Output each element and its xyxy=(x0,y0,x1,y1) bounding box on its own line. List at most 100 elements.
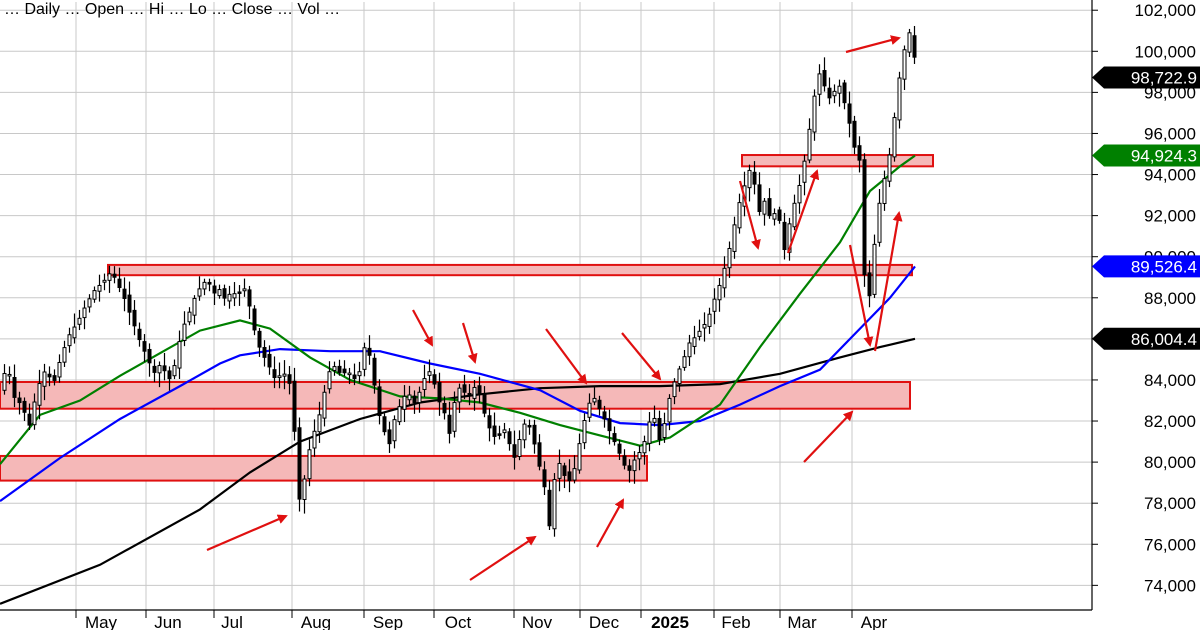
candle-body xyxy=(77,317,82,325)
candle-body xyxy=(467,392,472,397)
candle-body xyxy=(152,365,157,373)
candle-body xyxy=(877,202,882,243)
candle-body xyxy=(837,85,842,94)
candle-body xyxy=(67,334,72,347)
y-tick-label: 78,000 xyxy=(1144,494,1196,513)
candle-body xyxy=(852,120,857,148)
candle-body xyxy=(297,427,302,500)
price-tag-label: 98,722.9 xyxy=(1131,69,1197,88)
candle-body xyxy=(607,418,612,432)
candle-body xyxy=(617,443,622,454)
candle-body xyxy=(237,291,242,294)
candle-body xyxy=(642,441,647,454)
candle-body xyxy=(492,425,497,437)
candle-body xyxy=(132,309,137,327)
y-tick-label: 96,000 xyxy=(1144,124,1196,143)
candle-body xyxy=(292,380,297,432)
candle-body xyxy=(547,489,552,527)
price-tag: 89,526.4 xyxy=(1092,255,1200,278)
candle-body xyxy=(577,443,582,471)
ma-line xyxy=(0,337,916,605)
price-tag: 98,722.9 xyxy=(1092,66,1200,89)
x-month-label: Jun xyxy=(154,613,181,630)
y-tick-label: 74,000 xyxy=(1144,576,1196,595)
candle-body xyxy=(252,308,257,331)
candle-body xyxy=(602,411,607,420)
candle-body xyxy=(712,298,717,312)
annotation-arrow xyxy=(845,35,901,54)
candle-body xyxy=(362,347,367,370)
candle-body xyxy=(727,247,732,269)
candle-body xyxy=(557,462,562,479)
x-month-label: Aug xyxy=(301,613,331,630)
candle-body xyxy=(317,414,322,433)
annotation-arrow xyxy=(803,410,854,463)
y-tick-label: 102,000 xyxy=(1135,1,1196,20)
price-zone xyxy=(107,263,913,277)
candle-body xyxy=(127,294,132,313)
candle-body xyxy=(482,393,487,414)
candle-body xyxy=(242,288,247,292)
candle-body xyxy=(542,469,547,488)
candle-body xyxy=(697,330,702,337)
candle-body xyxy=(447,414,452,434)
candle-body xyxy=(2,373,7,391)
price-tag: 86,004.4 xyxy=(1092,327,1200,350)
candle-body xyxy=(757,184,762,213)
candle-body xyxy=(62,347,67,363)
candle-body xyxy=(527,424,532,428)
candle-body xyxy=(722,267,727,289)
candle-body xyxy=(397,406,402,423)
candle-body xyxy=(887,154,892,182)
candle-body xyxy=(612,433,617,443)
candle-body xyxy=(502,429,507,434)
price-tag-label: 94,924.3 xyxy=(1131,147,1197,166)
candle-body xyxy=(137,328,142,341)
annotation-arrow xyxy=(596,498,624,548)
candle-body xyxy=(37,383,42,406)
y-tick-label: 92,000 xyxy=(1144,207,1196,226)
candle-body xyxy=(367,347,372,356)
candle-body xyxy=(387,429,392,445)
candle-body xyxy=(567,471,572,482)
y-tick-label: 100,000 xyxy=(1135,42,1196,61)
candle-body xyxy=(762,200,767,215)
candle-body xyxy=(202,281,207,290)
candle-body xyxy=(407,394,412,401)
y-tick-label: 80,000 xyxy=(1144,453,1196,472)
candle-body xyxy=(667,397,672,423)
candle-body xyxy=(777,209,782,221)
candle-body xyxy=(82,307,87,319)
candle-body xyxy=(22,400,27,413)
candle-body xyxy=(737,202,742,229)
candle-body xyxy=(597,399,602,410)
candle-body xyxy=(787,223,792,253)
x-month-label: Sep xyxy=(373,613,403,630)
annotation-arrow xyxy=(461,322,478,364)
annotation-arrows xyxy=(206,35,903,581)
candle-body xyxy=(92,290,97,300)
price-tag-label: 89,526.4 xyxy=(1131,257,1197,276)
price-tag-label: 86,004.4 xyxy=(1131,330,1197,349)
candle-body xyxy=(707,313,712,327)
chart-header: … Daily … Open … Hi … Lo … Close … Vol … xyxy=(4,1,340,18)
candle-body xyxy=(432,374,437,385)
candle-body xyxy=(532,424,537,445)
candle-body xyxy=(382,416,387,433)
candle-body xyxy=(187,311,192,323)
annotation-arrow xyxy=(545,328,588,385)
annotation-arrow xyxy=(848,244,874,347)
candle-body xyxy=(377,386,382,417)
candle-body xyxy=(357,371,362,377)
candle-body xyxy=(662,423,667,439)
candle-body xyxy=(632,459,637,472)
candle-body xyxy=(207,281,212,285)
candle-body xyxy=(27,413,32,426)
candle-body xyxy=(857,145,862,161)
candle-body xyxy=(112,273,117,278)
candle-body xyxy=(692,337,697,347)
candle-body xyxy=(87,298,92,308)
candle-body xyxy=(792,202,797,228)
candle-body xyxy=(172,365,177,377)
candle-body xyxy=(802,160,807,183)
